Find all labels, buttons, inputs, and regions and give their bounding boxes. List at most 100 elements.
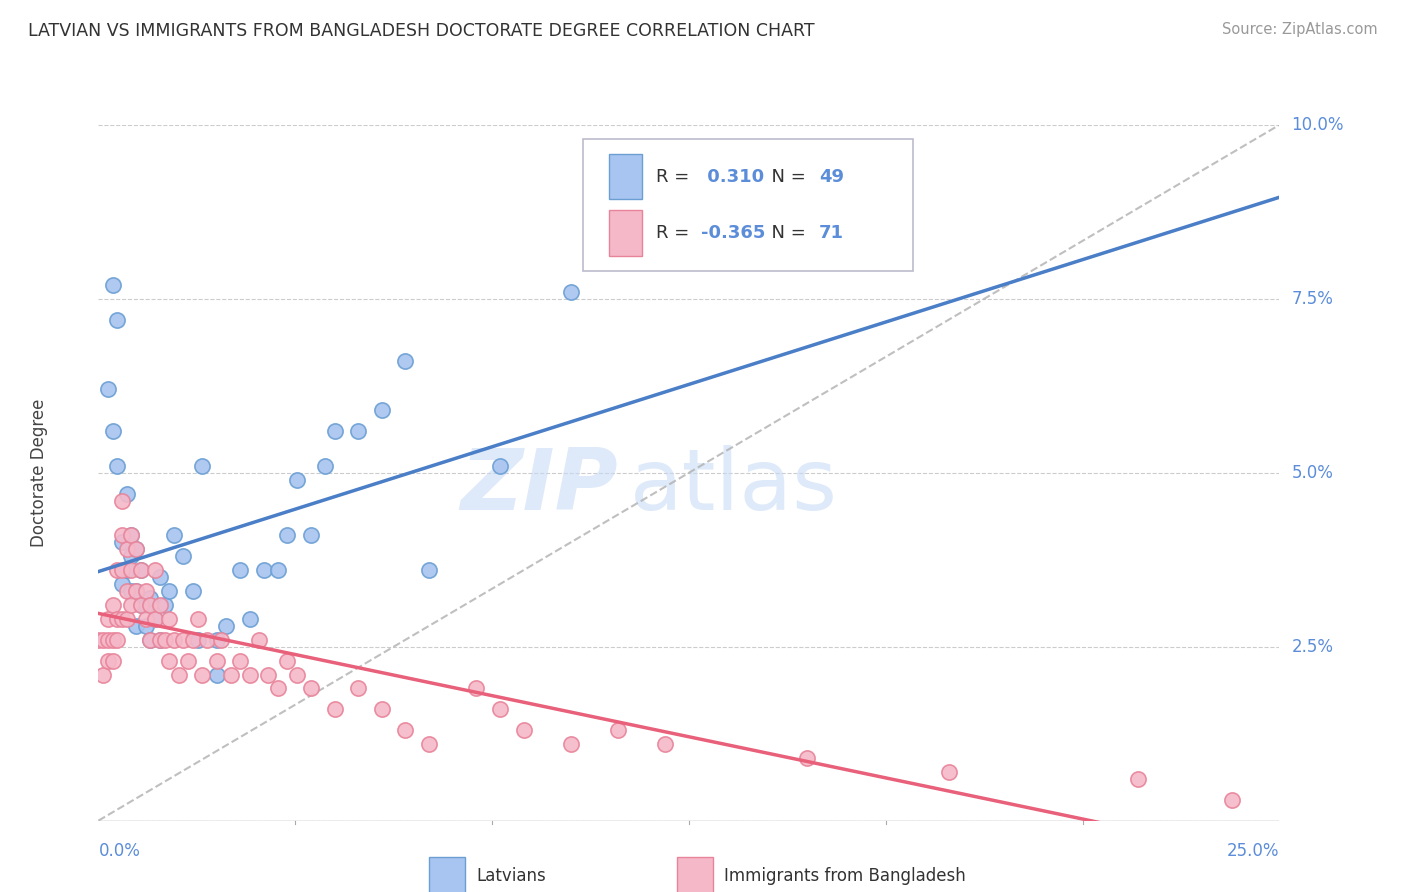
Point [97,612,120,626]
Point [97,632,120,647]
Point [205,667,228,681]
Point [285,667,308,681]
Point [299,528,322,542]
Point [172,549,194,564]
Point [489,702,512,716]
Point [111,528,134,542]
Point [607,723,630,738]
Point [111,535,134,549]
Point [115,542,138,557]
Point [191,458,214,473]
Point [139,598,162,612]
Point [195,632,218,647]
Point [153,632,176,647]
Point [139,632,162,647]
Text: 10.0%: 10.0% [1291,116,1344,134]
Text: N =: N = [759,168,811,186]
Point [276,528,298,542]
Point [115,563,138,577]
Point [465,681,488,696]
Point [129,563,152,577]
Point [205,632,228,647]
Point [394,723,416,738]
Text: N =: N = [759,224,811,242]
Point [129,598,152,612]
Point [121,584,143,599]
Point [371,702,394,716]
Point [149,570,172,584]
Point [111,563,134,577]
Point [121,528,143,542]
Point [111,577,134,591]
FancyBboxPatch shape [582,139,914,271]
Point [285,473,308,487]
Text: R =: R = [655,168,695,186]
Point [125,619,148,633]
Point [125,542,148,557]
Point [121,549,143,564]
Point [135,598,157,612]
Point [253,563,276,577]
Point [115,486,138,500]
Point [135,619,157,633]
Point [111,612,134,626]
Point [105,458,128,473]
Point [125,542,148,557]
Point [796,751,818,765]
Point [101,632,124,647]
Point [560,285,582,299]
Bar [609,211,641,256]
Text: atlas: atlas [630,445,838,528]
Bar [429,857,464,892]
Text: 49: 49 [818,168,844,186]
Point [143,612,166,626]
Point [105,632,128,647]
Text: LATVIAN VS IMMIGRANTS FROM BANGLADESH DOCTORATE DEGREE CORRELATION CHART: LATVIAN VS IMMIGRANTS FROM BANGLADESH DO… [28,22,814,40]
Point [314,458,336,473]
Point [191,667,214,681]
Point [121,528,143,542]
Text: Source: ZipAtlas.com: Source: ZipAtlas.com [1222,22,1378,37]
Point [149,598,172,612]
Point [121,563,143,577]
Point [239,612,262,626]
Point [139,591,162,605]
Point [125,584,148,599]
Point [418,737,440,751]
Point [299,681,322,696]
Point [125,584,148,599]
Point [229,563,252,577]
Point [323,702,346,716]
Point [105,612,128,626]
Point [97,654,120,668]
Point [239,667,262,681]
Point [121,598,143,612]
Bar [609,154,641,199]
Point [187,612,209,626]
Point [167,667,190,681]
Point [101,598,124,612]
Point [115,584,138,599]
Bar [678,857,713,892]
Point [267,563,290,577]
Point [247,632,270,647]
Point [163,528,186,542]
Point [129,563,152,577]
Point [323,424,346,438]
Point [209,632,232,647]
Point [135,612,157,626]
Point [105,312,128,326]
Point [229,654,252,668]
Point [139,632,162,647]
Point [101,277,124,292]
Point [143,612,166,626]
Point [87,632,110,647]
Point [143,563,166,577]
Point [181,632,204,647]
Text: 0.310: 0.310 [700,168,763,186]
Point [560,737,582,751]
Point [157,612,180,626]
Point [257,667,280,681]
Point [267,681,290,696]
Point [129,598,152,612]
